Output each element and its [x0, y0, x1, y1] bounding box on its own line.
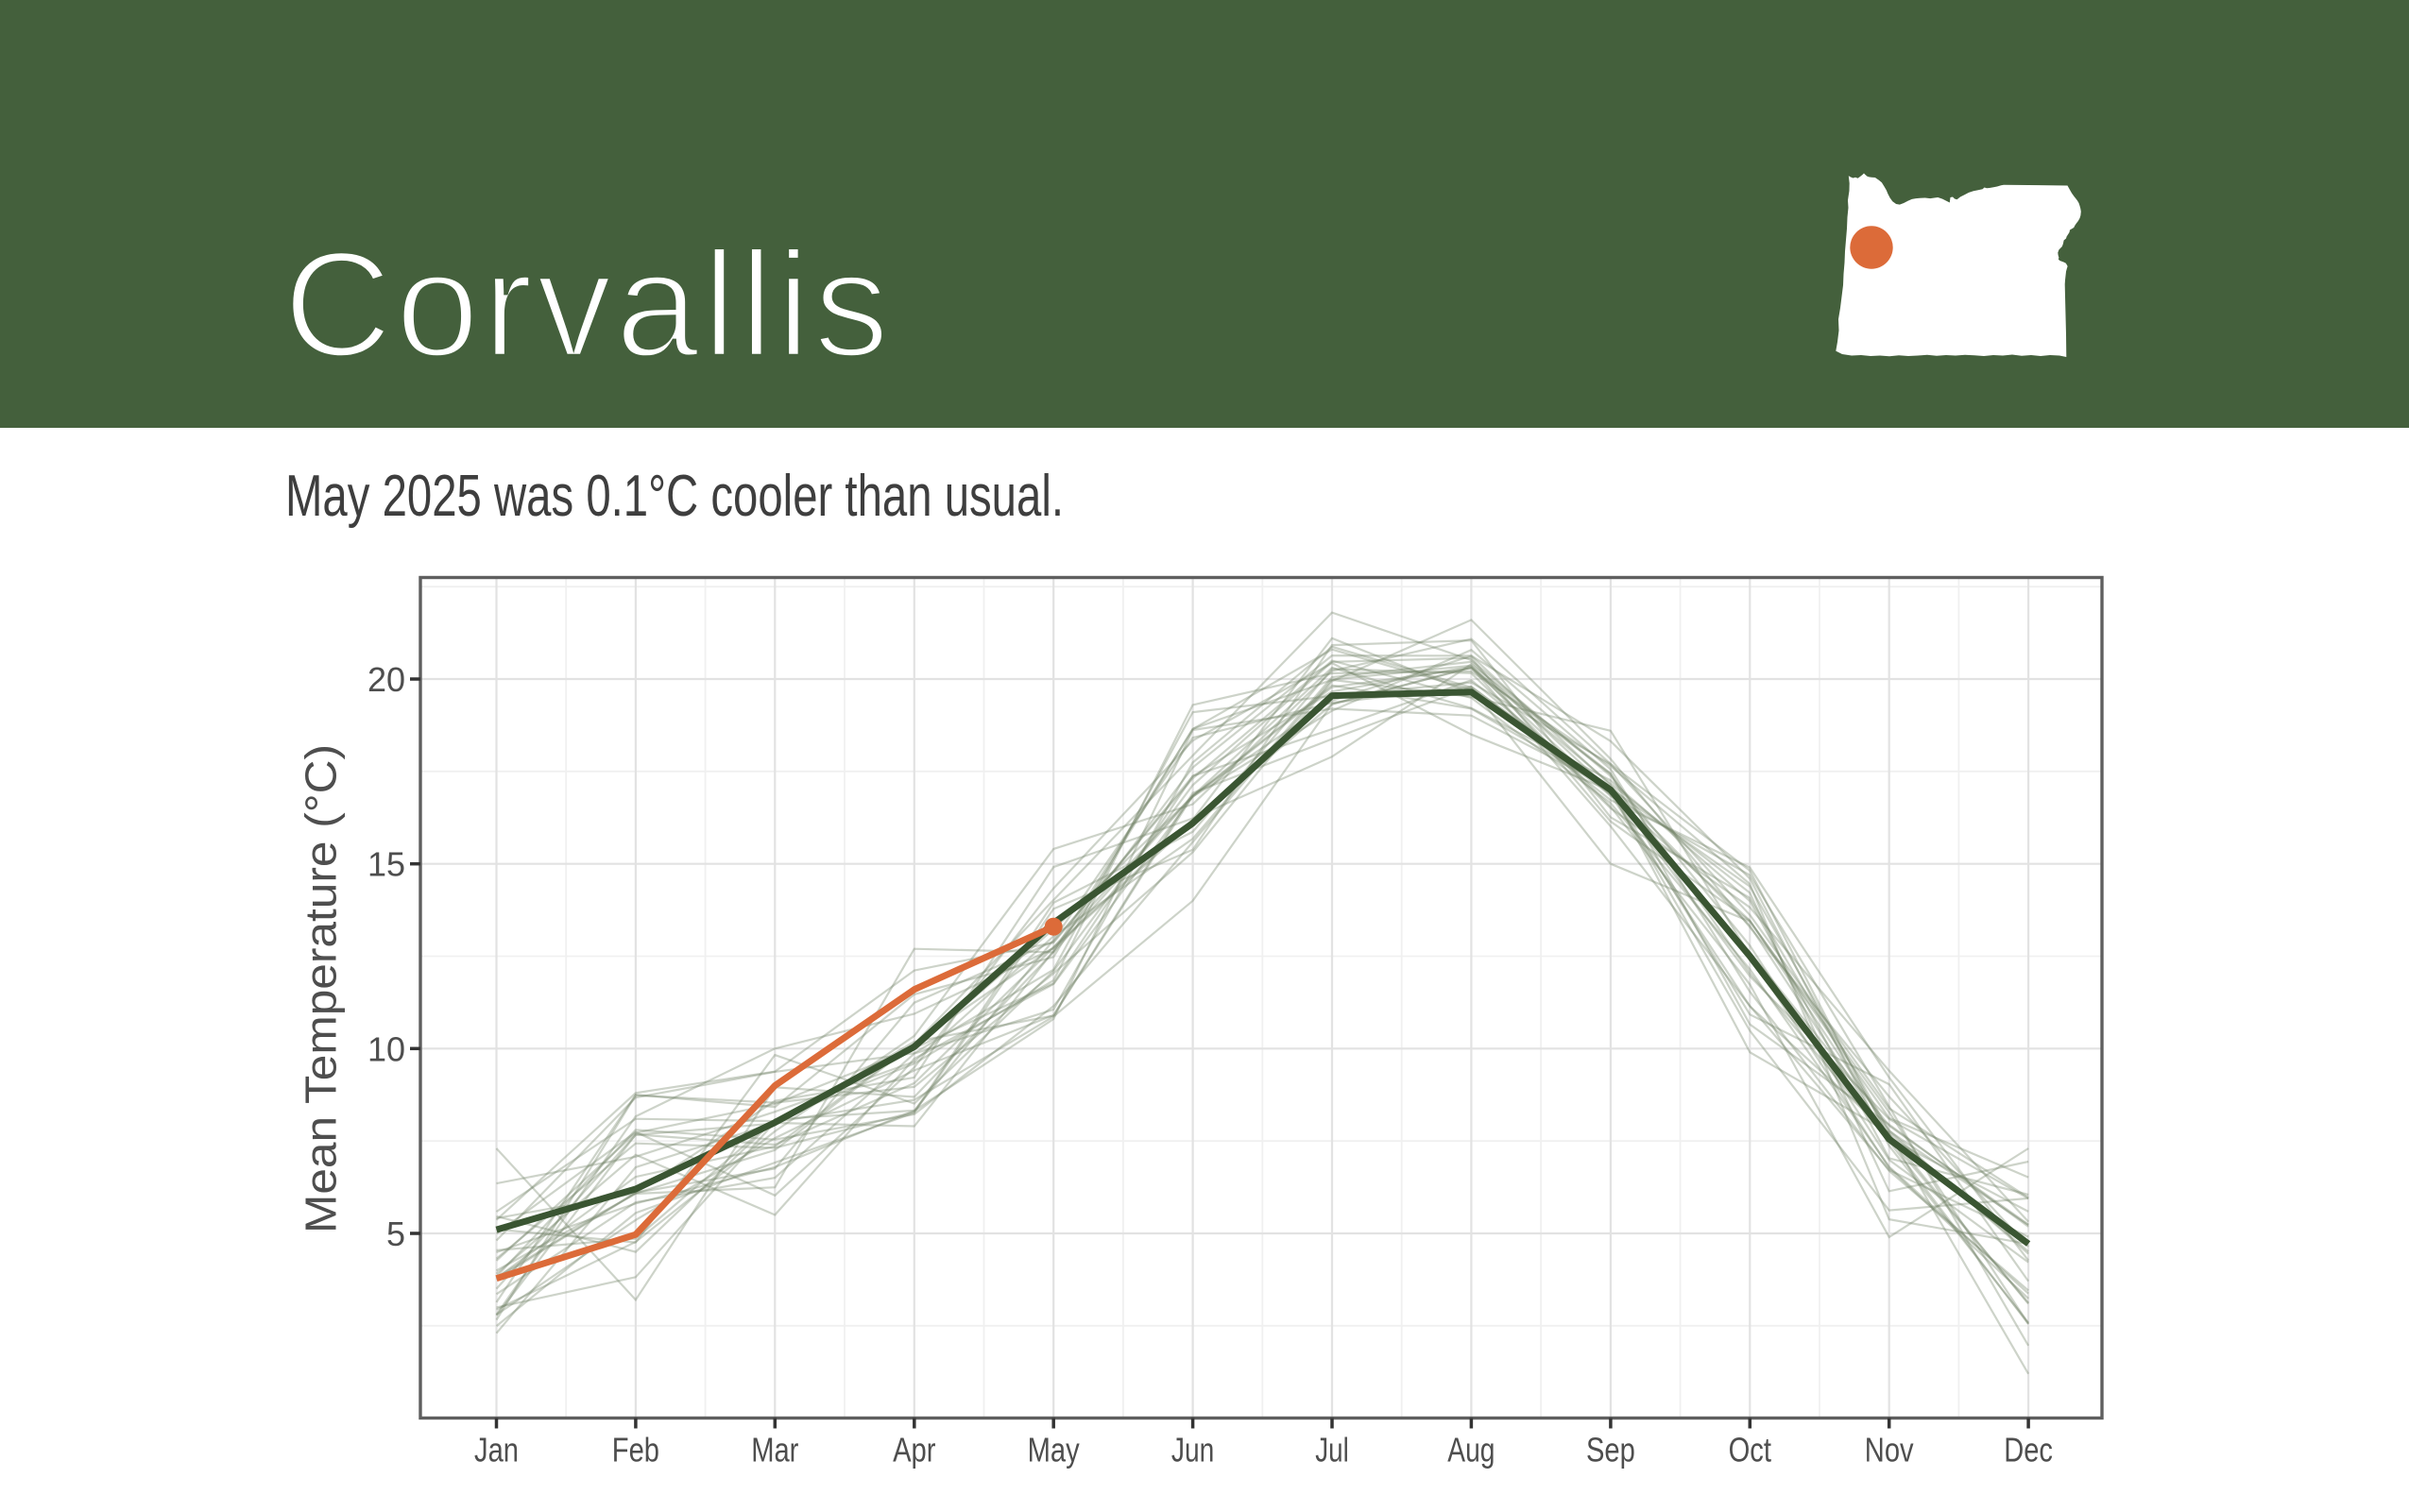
svg-text:Jan: Jan — [474, 1431, 519, 1470]
svg-text:20: 20 — [367, 660, 405, 699]
svg-text:Jun: Jun — [1171, 1431, 1214, 1470]
svg-text:Feb: Feb — [612, 1431, 659, 1470]
svg-text:5: 5 — [386, 1215, 405, 1253]
svg-text:Aug: Aug — [1447, 1431, 1495, 1470]
svg-text:Jul: Jul — [1315, 1431, 1349, 1470]
svg-text:Mean Temperature (°C): Mean Temperature (°C) — [297, 744, 346, 1233]
svg-text:Nov: Nov — [1865, 1431, 1914, 1470]
svg-text:10: 10 — [367, 1029, 405, 1068]
svg-text:Oct: Oct — [1729, 1431, 1771, 1470]
svg-text:Apr: Apr — [893, 1431, 935, 1470]
svg-text:Corvallis: Corvallis — [283, 220, 889, 388]
svg-text:May 2025 was 0.1°C cooler than: May 2025 was 0.1°C cooler than usual. — [285, 464, 1064, 529]
svg-text:Sep: Sep — [1586, 1431, 1635, 1470]
svg-text:Mar: Mar — [751, 1431, 798, 1470]
svg-text:15: 15 — [367, 845, 405, 884]
svg-text:Dec: Dec — [2004, 1431, 2053, 1470]
svg-text:May: May — [1028, 1431, 1080, 1470]
